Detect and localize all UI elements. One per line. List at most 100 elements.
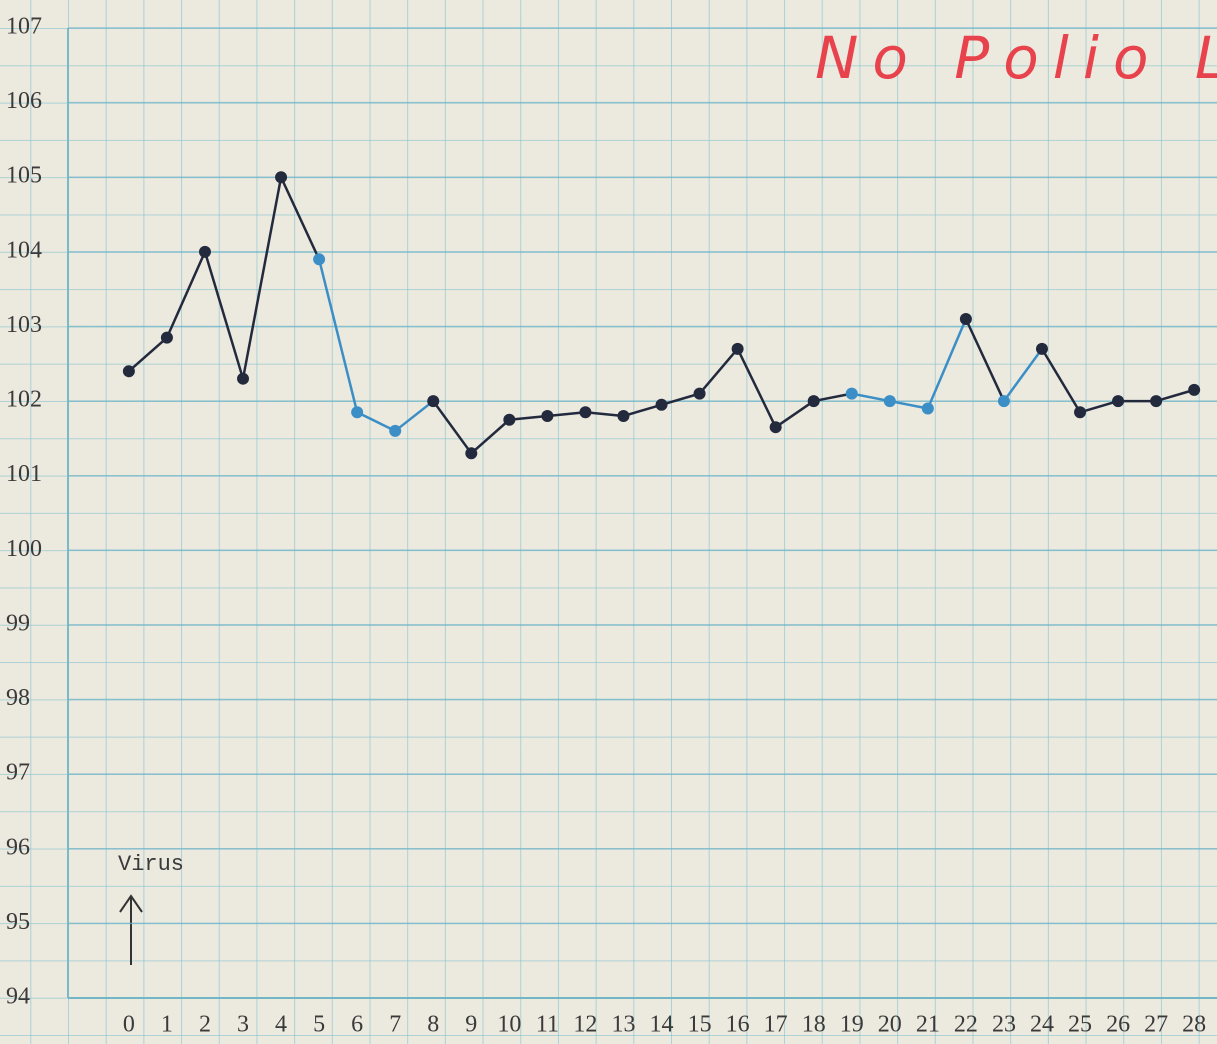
x-tick-label: 7 xyxy=(389,1012,401,1038)
line-segment xyxy=(128,336,168,373)
x-tick-label: 2 xyxy=(199,1012,211,1038)
data-point xyxy=(122,365,135,378)
line-segment xyxy=(926,318,968,410)
x-tick-label: 5 xyxy=(313,1012,325,1038)
x-tick-label: 9 xyxy=(465,1012,477,1038)
line-segment xyxy=(1002,348,1043,402)
data-point xyxy=(997,395,1010,408)
line-segment xyxy=(623,403,662,418)
x-tick-label: 20 xyxy=(878,1012,902,1038)
y-tick-label: 96 xyxy=(6,834,30,860)
x-tick-label: 15 xyxy=(688,1012,712,1038)
line-segment xyxy=(585,411,624,418)
data-point xyxy=(579,406,592,419)
x-tick-label: 28 xyxy=(1182,1012,1206,1038)
x-tick-label: 27 xyxy=(1144,1012,1168,1038)
data-point xyxy=(769,421,782,434)
line-segment xyxy=(813,392,852,403)
line-segment xyxy=(279,176,321,260)
data-point xyxy=(1112,395,1125,408)
line-segment xyxy=(1079,399,1119,414)
chart-title: No Polio L xyxy=(815,24,1217,92)
line-segment xyxy=(203,251,245,380)
line-segment xyxy=(470,418,511,455)
y-tick-label: 106 xyxy=(6,88,42,114)
data-point xyxy=(883,395,896,408)
data-point xyxy=(807,395,820,408)
y-tick-label: 99 xyxy=(6,610,30,636)
data-point xyxy=(1150,395,1163,408)
data-point xyxy=(693,387,706,400)
x-tick-label: 3 xyxy=(237,1012,249,1038)
data-point xyxy=(503,413,516,426)
y-tick-label: 105 xyxy=(6,163,42,189)
data-point xyxy=(655,398,668,411)
data-point xyxy=(427,395,440,408)
x-tick-label: 13 xyxy=(611,1012,635,1038)
x-tick-label: 21 xyxy=(916,1012,940,1038)
annotation: Virus xyxy=(118,852,184,877)
data-point xyxy=(731,342,744,355)
x-tick-label: 19 xyxy=(840,1012,864,1038)
data-point xyxy=(160,331,173,344)
y-tick-label: 104 xyxy=(6,237,42,263)
line-segment xyxy=(661,392,700,407)
x-tick-label: 10 xyxy=(497,1012,521,1038)
y-tick-label: 102 xyxy=(6,387,42,413)
y-tick-label: 103 xyxy=(6,312,42,338)
line-segment xyxy=(889,399,929,410)
x-tick-label: 0 xyxy=(123,1012,135,1038)
y-tick-label: 94 xyxy=(6,984,30,1010)
x-tick-label: 22 xyxy=(954,1012,978,1038)
line-segment xyxy=(317,259,359,413)
x-tick-label: 17 xyxy=(764,1012,788,1038)
x-tick-label: 18 xyxy=(802,1012,826,1038)
data-point xyxy=(1074,406,1087,419)
y-tick-label: 98 xyxy=(6,685,30,711)
x-tick-label: 16 xyxy=(726,1012,750,1038)
y-tick-label: 107 xyxy=(6,14,42,40)
line-segment xyxy=(547,411,586,418)
line-segment xyxy=(736,348,777,428)
line-segment xyxy=(1155,388,1195,403)
x-tick-label: 24 xyxy=(1030,1012,1054,1038)
y-tick-label: 95 xyxy=(6,909,30,935)
data-point xyxy=(389,424,402,437)
line-segment xyxy=(851,392,891,403)
x-tick-label: 25 xyxy=(1068,1012,1092,1038)
line-segment xyxy=(698,348,739,395)
data-point xyxy=(921,402,934,415)
data-point xyxy=(313,253,326,266)
x-tick-label: 8 xyxy=(427,1012,439,1038)
x-tick-label: 14 xyxy=(650,1012,674,1038)
data-point xyxy=(275,171,288,184)
data-point xyxy=(465,447,478,460)
line-segment xyxy=(1040,348,1082,413)
data-point xyxy=(1035,342,1048,355)
x-tick-label: 1 xyxy=(161,1012,173,1038)
x-tick-label: 12 xyxy=(573,1012,597,1038)
data-point xyxy=(959,313,972,325)
x-tick-label: 11 xyxy=(536,1012,559,1038)
line-segment xyxy=(241,176,283,379)
arrow xyxy=(119,894,143,965)
data-point xyxy=(237,372,250,385)
y-tick-label: 100 xyxy=(6,536,42,562)
x-tick-label: 23 xyxy=(992,1012,1016,1038)
data-point xyxy=(845,387,858,400)
line-segment xyxy=(356,411,396,433)
x-tick-label: 4 xyxy=(275,1012,287,1038)
data-point xyxy=(541,410,554,422)
x-tick-label: 26 xyxy=(1106,1012,1130,1038)
line-segment xyxy=(964,318,1006,402)
y-tick-label: 101 xyxy=(6,461,42,487)
y-tick-label: 97 xyxy=(6,760,30,786)
line-segment xyxy=(774,400,815,429)
line-segment xyxy=(509,414,548,421)
x-tick-label: 6 xyxy=(351,1012,363,1038)
data-point xyxy=(198,245,211,258)
line-segment xyxy=(432,400,473,455)
line-segment xyxy=(165,251,207,339)
data-point xyxy=(617,410,630,422)
